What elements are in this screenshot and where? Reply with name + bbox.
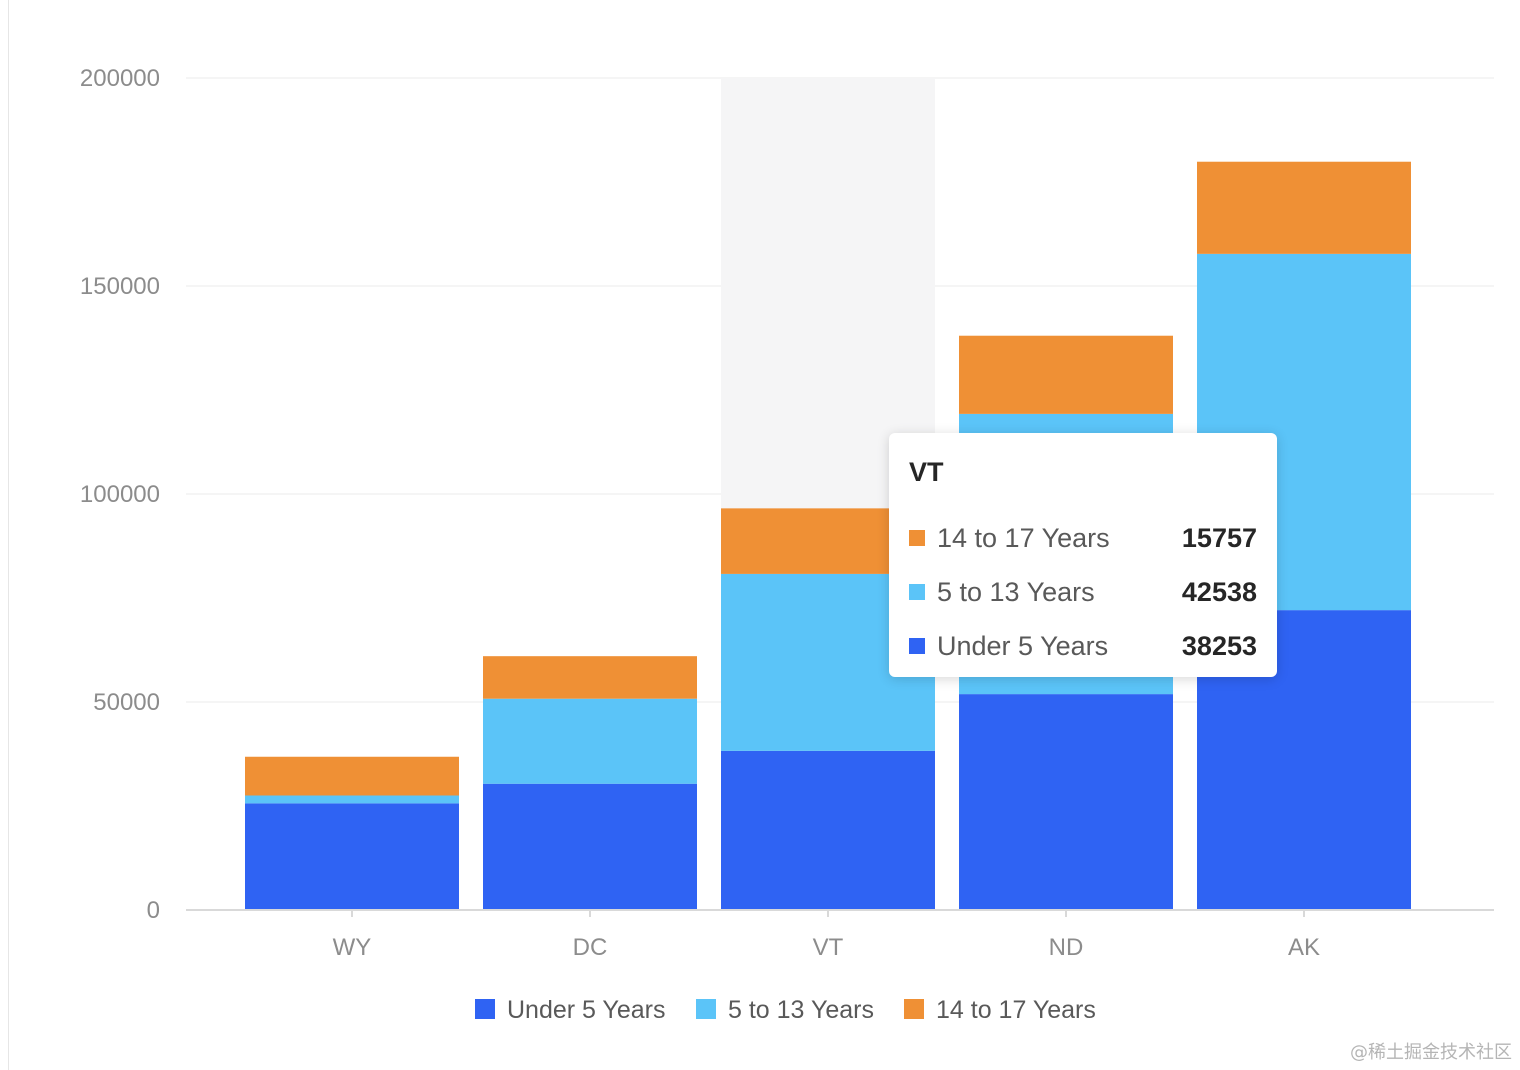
legend-swatch-icon: [475, 999, 495, 1019]
bar-segment[interactable]: [721, 750, 935, 910]
bar-segment[interactable]: [483, 698, 697, 784]
legend-label: 5 to 13 Years: [728, 996, 874, 1024]
left-border: [8, 0, 9, 1070]
x-tick-label: DC: [573, 934, 608, 961]
tooltip-title: VT: [909, 457, 944, 487]
tooltip-swatch-icon: [909, 638, 925, 654]
bar-segment[interactable]: [959, 694, 1173, 910]
bar-segment[interactable]: [245, 795, 459, 804]
bar-segment[interactable]: [245, 756, 459, 796]
legend-swatch-icon: [904, 999, 924, 1019]
legend-swatch-icon: [696, 999, 716, 1019]
tooltip-series-value: 15757: [1181, 522, 1257, 553]
tooltip-series-name: Under 5 Years: [937, 630, 1109, 661]
x-tick-label: WY: [333, 934, 372, 961]
watermark: @稀土掘金技术社区: [1350, 1042, 1512, 1063]
tooltip-series-value: 42538: [1181, 576, 1257, 607]
tooltip-series-name: 5 to 13 Years: [937, 576, 1095, 607]
bar-segment[interactable]: [245, 803, 459, 910]
x-tick-label: ND: [1049, 934, 1084, 961]
y-tick-label: 100000: [80, 481, 160, 508]
tooltip-swatch-icon: [909, 530, 925, 546]
legend-item[interactable]: Under 5 Years: [475, 996, 665, 1024]
tooltip-series-value: 38253: [1181, 630, 1257, 661]
legend: Under 5 Years 5 to 13 Years 14 to 17 Years: [475, 996, 1096, 1024]
tooltip-series-name: 14 to 17 Years: [937, 522, 1110, 553]
legend-label: Under 5 Years: [507, 996, 665, 1024]
legend-item[interactable]: 5 to 13 Years: [696, 996, 874, 1024]
axes: 0 50000 100000 150000 200000 WY DC VT ND AK: [80, 65, 1494, 961]
y-tick-label: 0: [147, 897, 160, 924]
y-tick-label: 50000: [93, 689, 160, 716]
tooltip-swatch-icon: [909, 584, 925, 600]
bar-segment[interactable]: [959, 335, 1173, 414]
bar-segment[interactable]: [483, 656, 697, 699]
legend-label: 14 to 17 Years: [936, 996, 1096, 1024]
legend-item[interactable]: 14 to 17 Years: [904, 996, 1096, 1024]
tooltip-row: 5 to 13 Years 42538: [909, 565, 1257, 619]
bar-segment[interactable]: [1197, 161, 1411, 254]
tooltip-row: Under 5 Years 38253: [909, 619, 1257, 673]
bar-segment[interactable]: [483, 783, 697, 910]
tooltip: VT 14 to 17 Years 15757 5 to 13 Years 42…: [889, 433, 1277, 677]
x-tick-label: VT: [813, 934, 844, 961]
tooltip-row: 14 to 17 Years 15757: [909, 511, 1257, 565]
y-tick-label: 150000: [80, 273, 160, 300]
y-tick-label: 200000: [80, 65, 160, 92]
x-tick-label: AK: [1288, 934, 1320, 961]
